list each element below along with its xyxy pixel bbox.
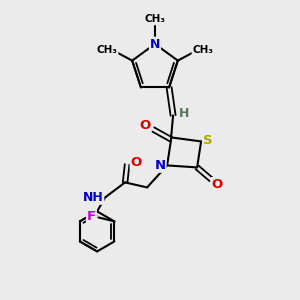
Text: H: H <box>179 107 189 120</box>
Text: O: O <box>140 119 151 132</box>
Text: CH₃: CH₃ <box>97 45 118 55</box>
Text: F: F <box>87 210 96 223</box>
Text: S: S <box>203 134 213 147</box>
Text: CH₃: CH₃ <box>192 45 213 55</box>
Text: O: O <box>130 156 142 169</box>
Text: O: O <box>212 178 223 191</box>
Text: CH₃: CH₃ <box>145 14 166 24</box>
Text: N: N <box>150 38 160 50</box>
Text: NH: NH <box>83 191 104 204</box>
Text: N: N <box>154 159 166 172</box>
